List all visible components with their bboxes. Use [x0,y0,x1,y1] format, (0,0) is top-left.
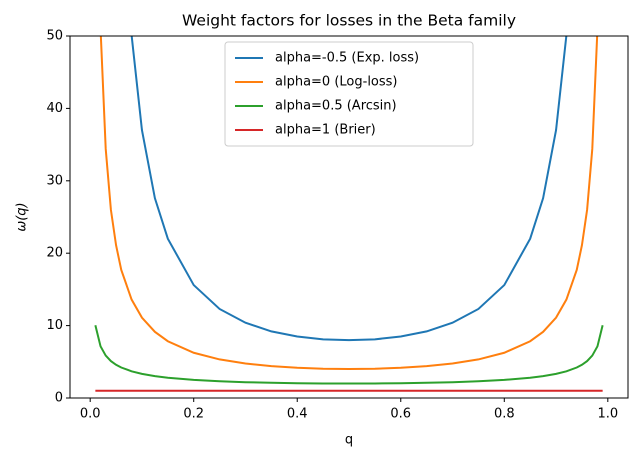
plot-area [94,36,604,392]
y-tick-label: 0 [55,391,63,406]
x-tick-label: 0.4 [287,407,308,422]
legend-label: alpha=0.5 (Arcsin) [275,99,397,114]
y-tick-label: 40 [46,101,63,116]
y-axis-label: ω(q) [15,202,30,231]
x-tick-label: 0.0 [80,407,101,422]
legend-box [224,41,474,147]
series-line [94,324,604,385]
axes-frame [69,35,629,399]
series-line [99,36,599,371]
y-tick-label: 10 [46,318,63,333]
x-tick-label: 0.6 [390,407,411,422]
y-tick-label: 20 [46,246,63,261]
legend-label: alpha=0 (Log-loss) [275,75,398,90]
x-axis-label: q [345,433,353,448]
x-tick-label: 0.8 [494,407,515,422]
legend-label: alpha=-0.5 (Exp. loss) [275,51,419,66]
y-tick-label: 50 [46,29,63,44]
y-tick-label: 30 [46,173,63,188]
chart-title: Weight factors for losses in the Beta fa… [182,12,516,30]
legend-label: alpha=1 (Brier) [275,123,376,138]
series-line [130,36,568,342]
x-tick-label: 1.0 [597,407,618,422]
x-tick-label: 0.2 [183,407,204,422]
